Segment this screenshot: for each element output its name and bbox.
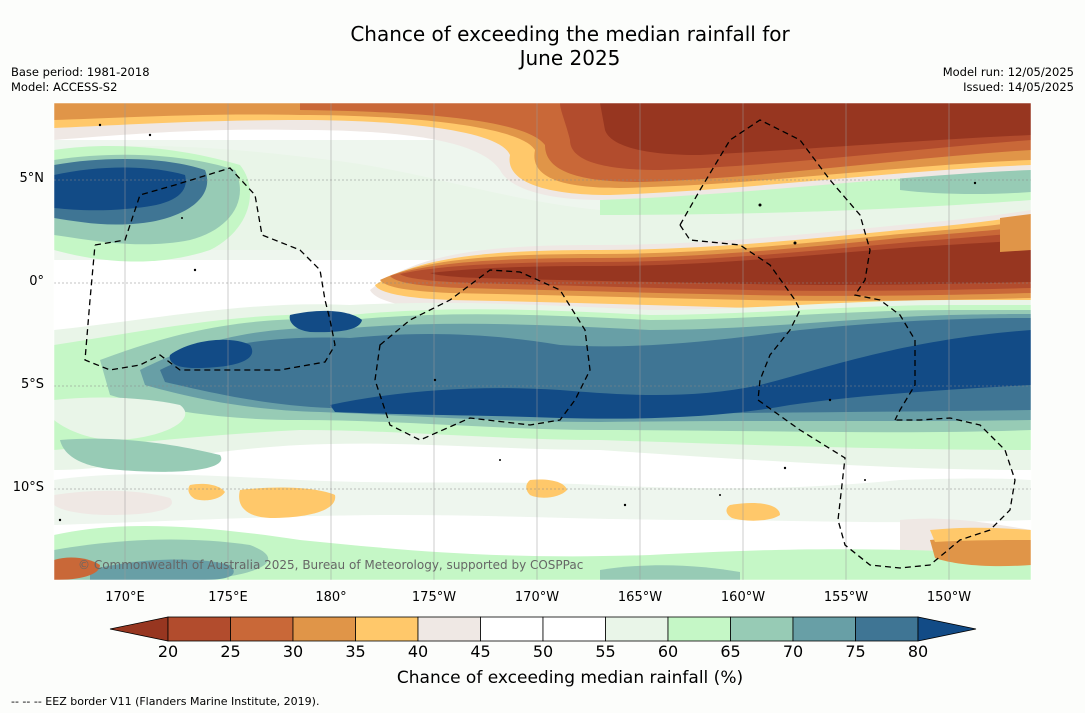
colorbar-tick-label: 55 <box>595 642 616 661</box>
colorbar-segment <box>855 616 919 642</box>
rainfall-map <box>54 103 1031 580</box>
lon-label-170e: 170°E <box>105 590 145 605</box>
lon-label-180: 180° <box>315 590 347 605</box>
colorbar-tick-label: 65 <box>720 642 741 661</box>
eez-borders <box>84 119 1016 569</box>
lon-label-150w: 150°W <box>926 590 972 605</box>
lat-label-5s: 5°S <box>20 377 44 392</box>
lon-label-155w: 155°W <box>823 590 869 605</box>
meridians <box>124 103 950 580</box>
lat-label-5n: 5°N <box>19 171 45 186</box>
colorbar-segment <box>542 616 606 642</box>
colorbar-segment <box>605 616 669 642</box>
colorbar-tick-label: 75 <box>845 642 866 661</box>
meta-left: Base period: 1981-2018 Model: ACCESS-S2 <box>11 65 150 95</box>
colorbar-segment <box>730 616 794 642</box>
lon-label-165w: 165°W <box>617 590 663 605</box>
colorbar-tick-label: 35 <box>345 642 366 661</box>
colorbar-segment <box>667 616 731 642</box>
lon-label-170w: 170°W <box>514 590 560 605</box>
colorbar-segment <box>292 616 356 642</box>
lon-label-175w: 175°W <box>411 590 457 605</box>
colorbar-arrow-high <box>917 616 977 642</box>
model-name: Model: ACCESS-S2 <box>11 80 118 94</box>
colorbar-segment <box>230 616 294 642</box>
title-line-2: June 2025 <box>519 46 621 70</box>
colorbar-segment <box>167 616 231 642</box>
title-line-1: Chance of exceeding the median rainfall … <box>350 22 790 46</box>
issued-date: Issued: 14/05/2025 <box>963 80 1074 94</box>
colorbar-tick-label: 45 <box>470 642 491 661</box>
colorbar-tick-label: 25 <box>220 642 241 661</box>
colorbar-segment <box>792 616 856 642</box>
islands <box>58 123 977 522</box>
meta-right: Model run: 12/05/2025 Issued: 14/05/2025 <box>943 65 1074 95</box>
colorbar <box>109 616 977 642</box>
map-title: Chance of exceeding the median rainfall … <box>270 22 870 70</box>
colorbar-title: Chance of exceeding median rainfall (%) <box>396 668 744 688</box>
colorbar-tick-label: 30 <box>282 642 304 661</box>
colorbar-segment <box>355 616 419 642</box>
colorbar-tick-label: 20 <box>157 642 179 661</box>
copyright-notice: © Commonwealth of Australia 2025, Bureau… <box>78 558 584 572</box>
model-run: Model run: 12/05/2025 <box>942 65 1074 79</box>
colorbar-tick-label: 40 <box>407 642 429 661</box>
colorbar-segment <box>417 616 481 642</box>
graticule <box>54 179 1031 490</box>
colorbar-tick-label: 50 <box>532 642 554 661</box>
colorbar-arrow-low <box>109 616 169 642</box>
colorbar-tick-label: 60 <box>657 642 679 661</box>
colorbar-segment <box>480 616 544 642</box>
lat-label-0: 0° <box>29 274 44 289</box>
colorbar-tick-label: 80 <box>907 642 929 661</box>
lon-label-175e: 175°E <box>208 590 248 605</box>
base-period: Base period: 1981-2018 <box>11 65 150 79</box>
colorbar-tick-label: 70 <box>782 642 804 661</box>
lat-label-10s: 10°S <box>12 480 44 495</box>
eez-footnote: -- -- -- EEZ border V11 (Flanders Marine… <box>11 695 320 708</box>
lon-label-160w: 160°W <box>720 590 766 605</box>
